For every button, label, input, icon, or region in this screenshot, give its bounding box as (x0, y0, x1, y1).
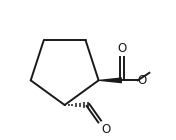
Text: O: O (117, 42, 127, 55)
Text: O: O (101, 123, 110, 136)
Polygon shape (99, 77, 122, 83)
Text: O: O (138, 74, 147, 87)
